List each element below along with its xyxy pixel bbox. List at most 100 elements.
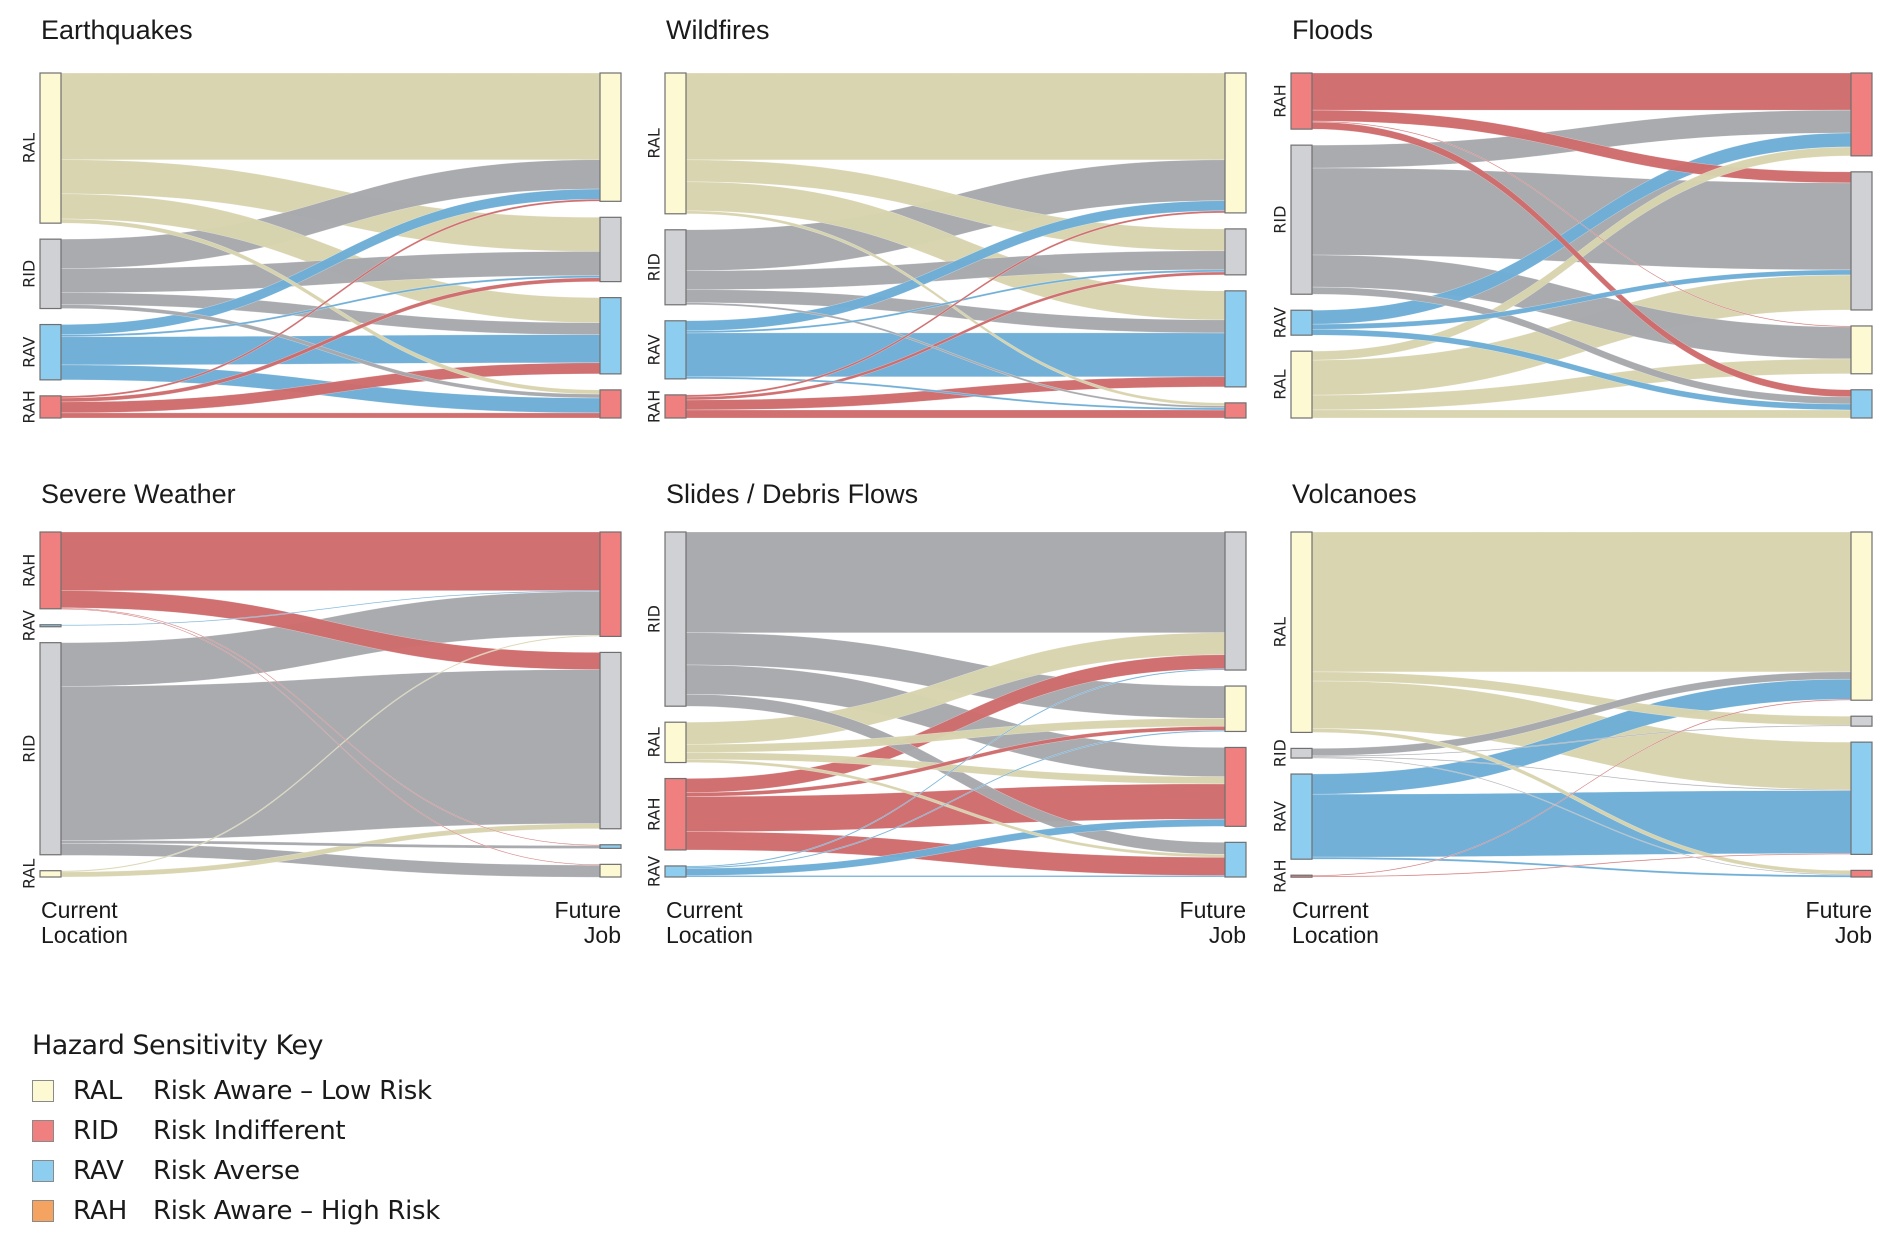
source-node-rah bbox=[664, 394, 687, 419]
source-node-rid bbox=[1290, 144, 1313, 295]
source-node-label: RID bbox=[645, 253, 664, 281]
source-node-rav bbox=[1290, 309, 1313, 336]
target-node-rah bbox=[1850, 72, 1873, 157]
panel-title: Floods bbox=[1292, 15, 1373, 45]
legend-description: Risk Aware – Low Risk bbox=[153, 1076, 432, 1106]
legend-swatch bbox=[32, 1160, 54, 1182]
target-node-rid bbox=[599, 216, 622, 283]
flow-ral-to-ral bbox=[1311, 531, 1852, 673]
panel-title: Volcanoes bbox=[1292, 479, 1417, 509]
panel-title: Wildfires bbox=[666, 15, 770, 45]
flow-rah-to-rah bbox=[60, 412, 601, 419]
legend-code: RAL bbox=[73, 1076, 123, 1106]
source-node-label: RAL bbox=[20, 859, 39, 889]
flow-rah-to-rah bbox=[60, 531, 601, 591]
target-node-rid bbox=[599, 651, 622, 830]
source-node-rid bbox=[39, 238, 62, 310]
source-node-rav bbox=[664, 865, 687, 878]
legend-swatch bbox=[32, 1120, 54, 1142]
source-node-label: RAH bbox=[20, 390, 39, 423]
legend-description: Risk Aware – High Risk bbox=[153, 1196, 441, 1226]
target-node-rav bbox=[599, 844, 622, 849]
legend-item-rah: RAH Risk Aware – High Risk bbox=[32, 1191, 440, 1231]
source-node-label: RAH bbox=[645, 390, 664, 423]
flow-rah-to-rah bbox=[1311, 72, 1852, 111]
legend-description: Risk Averse bbox=[153, 1156, 300, 1186]
source-node-ral bbox=[39, 870, 62, 878]
legend-swatch bbox=[32, 1200, 54, 1222]
panel-title: Severe Weather bbox=[41, 479, 236, 509]
source-node-rav bbox=[39, 323, 62, 381]
flow-rav-to-rav bbox=[685, 875, 1226, 878]
flow-ral-to-ral bbox=[685, 72, 1226, 161]
target-node-rah bbox=[599, 531, 622, 638]
links bbox=[685, 531, 1226, 878]
target-node-ral bbox=[599, 72, 622, 202]
source-node-label: RAV bbox=[20, 336, 39, 367]
sankey-panel-severe-weather: Severe Weather RAH RAV RID RALCurrentLocatio… bbox=[20, 479, 622, 948]
target-node-rav bbox=[1224, 841, 1247, 878]
legend-description: Risk Indifferent bbox=[153, 1116, 346, 1146]
target-axis-label: Future bbox=[1180, 897, 1246, 923]
legend-item-ral: RAL Risk Aware – Low Risk bbox=[32, 1071, 440, 1111]
source-node-rav bbox=[664, 320, 687, 380]
target-axis-label: Job bbox=[584, 922, 621, 948]
source-node-label: RAV bbox=[645, 334, 664, 365]
target-node-ral bbox=[1850, 325, 1873, 375]
source-node-label: RAH bbox=[645, 798, 664, 831]
target-node-rah bbox=[1224, 402, 1247, 419]
source-node-ral bbox=[1290, 350, 1313, 419]
source-node-label: RAL bbox=[20, 133, 39, 163]
panel-title: Slides / Debris Flows bbox=[666, 479, 918, 509]
target-axis-label: Future bbox=[1806, 897, 1872, 923]
source-node-label: RID bbox=[20, 260, 39, 288]
source-node-rav bbox=[1290, 773, 1313, 860]
source-node-rid bbox=[664, 531, 687, 707]
sankey-panel-floods: Floods RAH RID RAV RAL bbox=[1271, 15, 1873, 419]
links bbox=[1311, 531, 1852, 878]
source-node-label: RAL bbox=[1271, 617, 1290, 647]
target-node-rav bbox=[1224, 290, 1247, 388]
source-node-label: RID bbox=[1271, 206, 1290, 234]
source-axis-label: Location bbox=[666, 922, 753, 948]
source-node-label: RAL bbox=[645, 128, 664, 158]
legend-code: RAH bbox=[73, 1196, 128, 1226]
source-node-label: RAH bbox=[1271, 859, 1290, 892]
source-node-label: RAV bbox=[645, 856, 664, 887]
links bbox=[60, 531, 601, 878]
target-node-ral bbox=[1224, 685, 1247, 733]
source-node-ral bbox=[39, 72, 62, 224]
target-node-rah bbox=[599, 389, 622, 419]
legend-swatch bbox=[32, 1080, 54, 1102]
source-node-rid bbox=[39, 642, 62, 856]
source-node-label: RAV bbox=[1271, 307, 1290, 338]
sankey-panel-wildfires: Wildfires RAL RID RAV RAH bbox=[645, 15, 1247, 423]
target-axis-label: Future bbox=[555, 897, 621, 923]
sankey-panel-slides-debris-flows: Slides / Debris Flows RID RAL RAH RAVCurrent… bbox=[645, 479, 1247, 948]
legend-code: RID bbox=[73, 1116, 119, 1146]
target-axis-label: Job bbox=[1209, 922, 1246, 948]
source-node-ral bbox=[1290, 531, 1313, 734]
links bbox=[685, 72, 1226, 419]
sankey-panel-earthquakes: Earthquakes RAL RID RAV RAH bbox=[20, 15, 622, 424]
legend-code: RAV bbox=[73, 1156, 124, 1186]
source-node-label: RID bbox=[645, 605, 664, 633]
source-node-rah bbox=[1290, 874, 1313, 878]
source-node-rah bbox=[39, 395, 62, 419]
source-node-label: RAL bbox=[1271, 369, 1290, 399]
nodes: RAL RID RAV RAH bbox=[645, 72, 1247, 423]
links bbox=[60, 72, 601, 419]
flow-rid-to-rid bbox=[685, 531, 1226, 633]
legend: Hazard Sensitivity Key RAL Risk Aware – … bbox=[32, 1030, 440, 1231]
nodes: RID RAL RAH RAV bbox=[645, 531, 1247, 887]
source-axis-label: Current bbox=[1292, 897, 1369, 923]
flow-ral-to-rav bbox=[1311, 409, 1852, 419]
source-node-ral bbox=[664, 721, 687, 764]
legend-item-rav: RAV Risk Averse bbox=[32, 1151, 440, 1191]
nodes: RAH RAV RID RAL bbox=[20, 531, 622, 889]
flow-rid-to-rid bbox=[60, 669, 601, 841]
source-node-rid bbox=[1290, 747, 1313, 759]
nodes: RAH RID RAV RAL bbox=[1271, 72, 1873, 419]
